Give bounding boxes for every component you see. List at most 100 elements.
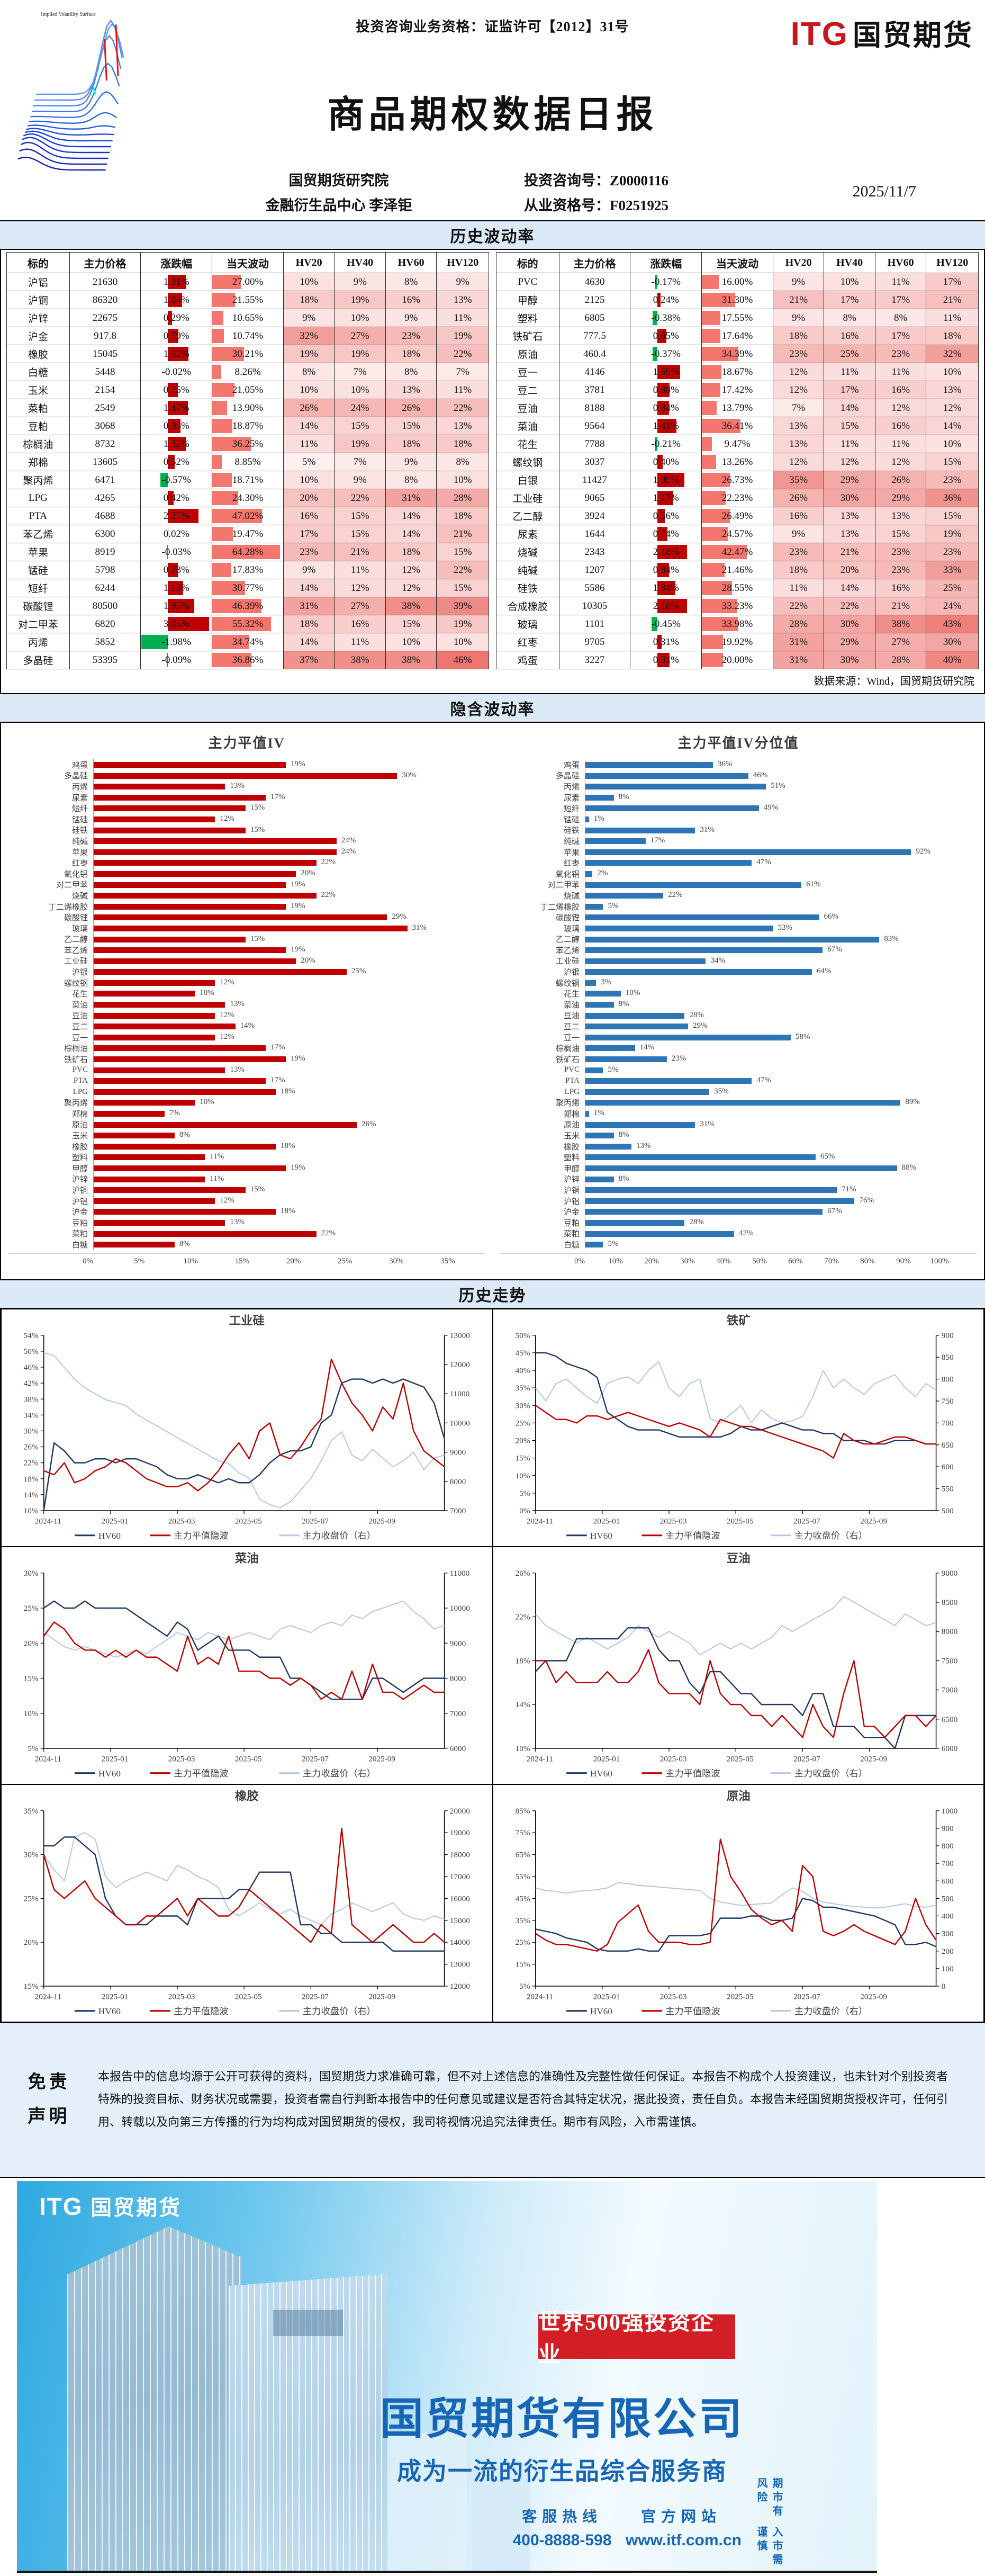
hv-cell: 26% — [772, 489, 825, 507]
change-cell: 0.65% — [630, 327, 702, 345]
bar-area: 5% — [585, 1064, 977, 1076]
dayvol-cell: 18.71% — [212, 471, 284, 489]
hv-cell: 22% — [824, 597, 875, 615]
bar — [585, 794, 614, 801]
bar — [94, 936, 246, 943]
column-header: HV40 — [824, 252, 875, 273]
bar-value-label: 10% — [625, 989, 640, 998]
bar — [585, 1100, 901, 1106]
main-price: 777.5 — [558, 327, 631, 345]
dayvol-cell: 34.74% — [212, 633, 284, 651]
bar-area: 26% — [93, 1119, 485, 1130]
svg-text:12000: 12000 — [450, 1982, 470, 1991]
bar — [94, 1024, 236, 1030]
svg-text:13000: 13000 — [450, 1960, 470, 1969]
svg-text:2025-05: 2025-05 — [235, 1992, 262, 2001]
underlying-name: 合成橡胶 — [496, 597, 559, 615]
svg-text:11000: 11000 — [450, 1389, 470, 1398]
bar-category-label: PTA — [565, 1076, 580, 1085]
bar — [585, 1143, 631, 1150]
main-price: 11427 — [558, 471, 631, 489]
bar-category-label: 硅铁 — [563, 827, 580, 836]
svg-text:7000: 7000 — [450, 1506, 466, 1515]
bar-area: 13% — [93, 999, 485, 1010]
footer-company-name: 国贸期货有限公司 — [379, 2394, 744, 2443]
bar — [94, 1154, 205, 1161]
underlying-name: 玻璃 — [496, 615, 559, 633]
change-cell: 0.84% — [630, 399, 702, 417]
bar-row: 沪金 18% — [8, 1206, 485, 1217]
svg-text:15%: 15% — [515, 1960, 530, 1969]
bar-row: 原油 26% — [8, 1119, 485, 1130]
bar-area: 19% — [93, 945, 485, 956]
dayvol-databar — [702, 311, 721, 325]
hv-cell: 18% — [772, 327, 825, 345]
footer: ITG 国贸期货 世界500强投资企业 国贸期货有限公司 成为一流的衍生品综合服… — [0, 2177, 985, 2576]
bar-row: 沪铝 76% — [500, 1195, 977, 1207]
hv-cell: 23% — [874, 345, 927, 363]
report-header: Implied Volatility Surface 投资咨询业务资格：证监许可… — [0, 0, 985, 220]
change-cell: 1.04% — [140, 291, 213, 309]
svg-text:20%: 20% — [24, 1639, 39, 1648]
svg-text:主力收盘价（右）: 主力收盘价（右） — [794, 1768, 867, 1778]
hv-cell: 14% — [385, 507, 437, 525]
hv-cell: 12% — [334, 579, 386, 597]
bar-row: 螺纹钢 3% — [500, 977, 977, 989]
hv-cell: 22% — [436, 399, 489, 417]
bar-area: 67% — [585, 945, 977, 956]
dayvol-databar — [212, 383, 235, 397]
org-block: 国贸期货研究院 金融衍生品中心 李泽钜 — [228, 168, 450, 219]
hv-cell: 20% — [824, 561, 875, 579]
bar — [585, 1231, 734, 1237]
bar-category-label: 甲醇 — [563, 1164, 580, 1173]
hv-cell: 11% — [436, 309, 489, 327]
bar-row: 丁二烯橡胶 5% — [500, 901, 977, 912]
svg-text:500: 500 — [941, 1894, 953, 1903]
bar-category-label: 沪金 — [71, 1208, 88, 1217]
bar-category-label: 铁矿石 — [555, 1055, 580, 1064]
bar-category-label: 豆一 — [563, 1034, 580, 1043]
change-cell: 1.69% — [630, 363, 702, 381]
underlying-name: 碳酸锂 — [6, 597, 70, 615]
bar-area: 29% — [93, 912, 485, 923]
bar — [94, 1219, 225, 1226]
table-row: 乙二醇 3924 0.56% 26.49% 16% 13% 13% 15% — [496, 507, 979, 525]
svg-text:600: 600 — [941, 1462, 953, 1471]
trend-chart-svg: 菜油 5% 10% 15% 20% 25% 30% 6000 7000 8000 9000 10000… — [24, 1551, 471, 1778]
svg-text:主力平值隐波: 主力平值隐波 — [174, 2006, 229, 2016]
bar — [94, 1089, 276, 1095]
svg-text:10%: 10% — [515, 1744, 530, 1753]
bar-value-label: 15% — [250, 803, 265, 812]
bar-area: 8% — [585, 1173, 977, 1185]
svg-text:主力平值隐波: 主力平值隐波 — [174, 1530, 229, 1540]
bar-value-label: 12% — [220, 814, 234, 823]
bar-category-label: LPG — [73, 1087, 88, 1096]
hv-cell: 12% — [772, 363, 825, 381]
bar-area: 46% — [585, 770, 977, 782]
svg-text:35%: 35% — [24, 1807, 39, 1816]
bar-area: 19% — [93, 1054, 485, 1065]
bar-category-label: 沪铝 — [71, 1197, 88, 1206]
svg-text:2025-07: 2025-07 — [302, 1754, 329, 1763]
change-cell: 0.88% — [630, 381, 702, 399]
bar-value-label: 8% — [618, 792, 629, 801]
bar-value-label: 12% — [220, 977, 234, 986]
main-price: 4146 — [558, 363, 631, 381]
bar — [94, 893, 317, 899]
svg-text:22%: 22% — [24, 1458, 39, 1467]
bar-row: 多晶硅 46% — [500, 770, 977, 782]
bar-area: 31% — [585, 1119, 977, 1130]
change-databar — [168, 599, 194, 613]
hv-cell: 15% — [334, 525, 386, 543]
underlying-name: 棕榈油 — [6, 435, 70, 453]
underlying-name: 乙二醇 — [496, 507, 559, 525]
bar-row: 豆油 12% — [8, 1010, 485, 1021]
table-row: 合成橡胶 10305 2.18% 33.23% 22% 22% 21% 24% — [496, 597, 979, 615]
dayvol-databar — [702, 365, 722, 379]
change-cell: -0.21% — [630, 435, 702, 453]
bar-area: 12% — [93, 1031, 485, 1043]
bar-value-label: 17% — [270, 1043, 285, 1052]
change-databar — [168, 419, 181, 433]
hv-cell: 10% — [436, 633, 489, 651]
bar-value-label: 5% — [608, 1240, 619, 1249]
